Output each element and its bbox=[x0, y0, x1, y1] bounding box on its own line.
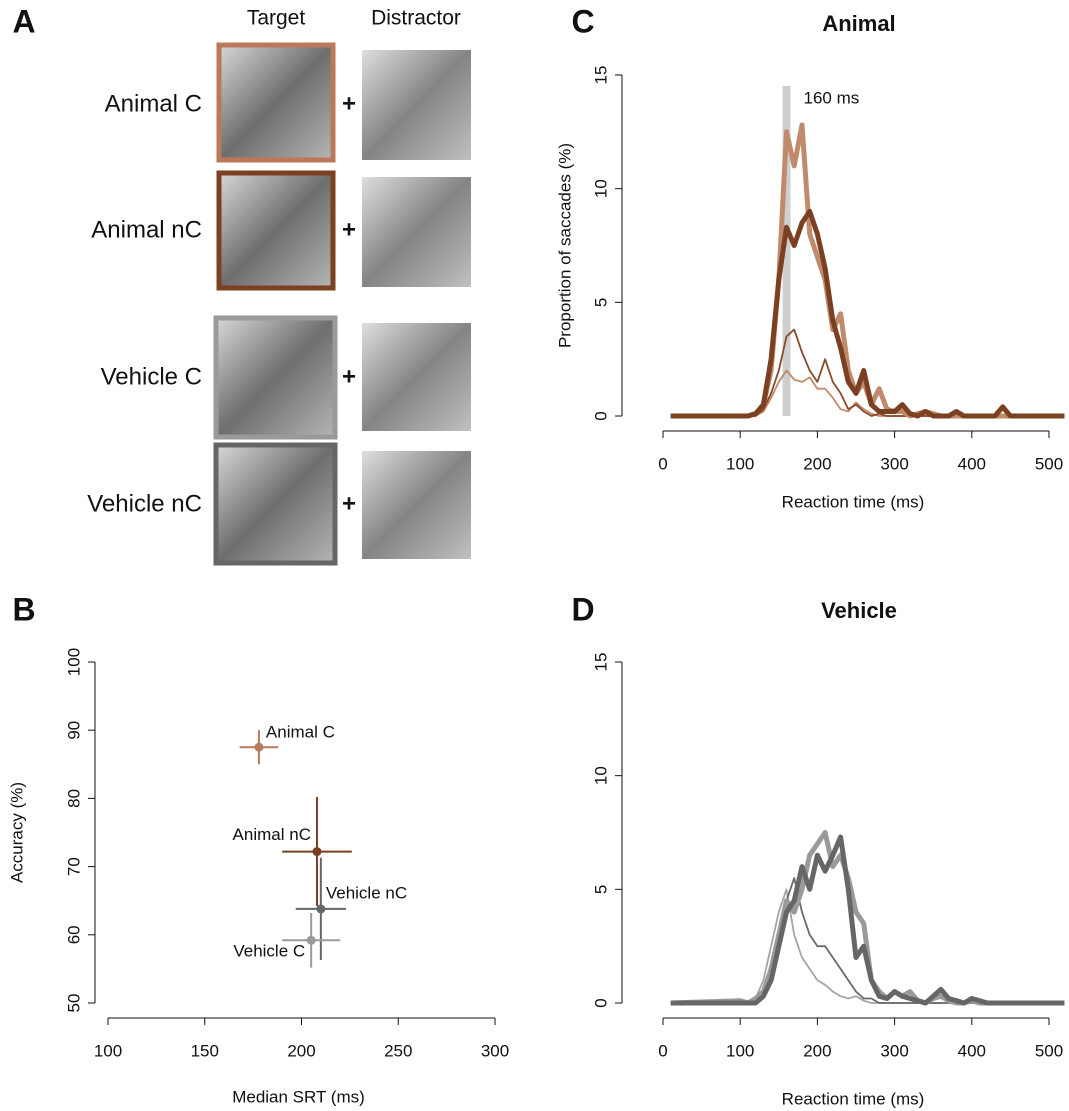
x-tick-label: 100 bbox=[726, 1041, 754, 1060]
x-tick-label: 200 bbox=[803, 454, 831, 473]
y-tick-label: 5 bbox=[591, 298, 610, 307]
y-tick-label: 80 bbox=[64, 789, 83, 808]
y-tick-label: 15 bbox=[591, 653, 610, 672]
x-tick-label: 100 bbox=[94, 1041, 122, 1060]
series-line bbox=[670, 122, 1065, 419]
y-tick-label: 60 bbox=[64, 925, 83, 944]
x-tick-label: 500 bbox=[1035, 454, 1063, 473]
x-tick-label: 150 bbox=[191, 1041, 219, 1060]
panel-label: D bbox=[571, 591, 594, 627]
x-axis-label: Reaction time (ms) bbox=[782, 1089, 925, 1108]
x-tick-label: 300 bbox=[481, 1041, 509, 1060]
panel-label: C bbox=[571, 3, 594, 39]
point bbox=[312, 847, 322, 857]
series-line bbox=[670, 208, 1065, 419]
target-image bbox=[216, 42, 336, 163]
column-header: Target bbox=[247, 7, 306, 30]
y-tick-label: 90 bbox=[64, 721, 83, 740]
chart-title: Animal bbox=[822, 11, 895, 36]
plus-sign: + bbox=[342, 490, 356, 517]
target-image bbox=[216, 170, 336, 291]
x-tick-label: 500 bbox=[1035, 1041, 1063, 1060]
target-image bbox=[213, 315, 338, 440]
x-tick-label: 200 bbox=[803, 1041, 831, 1060]
y-tick-label: 50 bbox=[64, 994, 83, 1013]
y-tick-label: 100 bbox=[64, 648, 83, 676]
y-axis-label: Accuracy (%) bbox=[7, 782, 26, 883]
point bbox=[316, 904, 326, 914]
x-tick-label: 250 bbox=[384, 1041, 412, 1060]
chart-title: Vehicle bbox=[821, 598, 897, 623]
y-tick-label: 10 bbox=[591, 766, 610, 785]
point-label: Animal C bbox=[266, 723, 335, 742]
series-line bbox=[670, 830, 1065, 1006]
y-tick-label: 70 bbox=[64, 857, 83, 876]
reference-label: 160 ms bbox=[804, 88, 860, 107]
plus-sign: + bbox=[342, 363, 356, 390]
target-image bbox=[213, 442, 338, 566]
series-line bbox=[670, 834, 1065, 1006]
condition-label: Animal C bbox=[105, 90, 202, 117]
plus-sign: + bbox=[342, 216, 356, 243]
x-tick-label: 400 bbox=[958, 1041, 986, 1060]
panel-label: A bbox=[12, 3, 35, 39]
distractor-image bbox=[362, 177, 471, 287]
point-label: Animal nC bbox=[233, 825, 311, 844]
x-tick-label: 300 bbox=[880, 454, 908, 473]
reference-band bbox=[782, 86, 791, 416]
plus-sign: + bbox=[342, 90, 356, 117]
distractor-image bbox=[362, 451, 471, 559]
distractor-image bbox=[362, 50, 471, 160]
x-tick-label: 400 bbox=[958, 454, 986, 473]
x-axis-label: Median SRT (ms) bbox=[232, 1087, 365, 1106]
y-tick-label: 10 bbox=[591, 179, 610, 198]
y-tick-label: 15 bbox=[591, 66, 610, 85]
point-label: Vehicle nC bbox=[326, 883, 407, 902]
y-tick-label: 5 bbox=[591, 885, 610, 894]
x-tick-label: 0 bbox=[658, 454, 667, 473]
point-label: Vehicle C bbox=[233, 942, 305, 961]
y-axis-label: Proportion of saccades (%) bbox=[555, 143, 574, 348]
distractor-image bbox=[362, 323, 471, 431]
y-tick-label: 0 bbox=[591, 411, 610, 420]
series-line bbox=[670, 328, 1065, 417]
panel-label: B bbox=[12, 591, 35, 627]
point bbox=[254, 742, 264, 752]
x-tick-label: 100 bbox=[726, 454, 754, 473]
x-tick-label: 300 bbox=[880, 1041, 908, 1060]
condition-label: Animal nC bbox=[91, 216, 202, 243]
x-tick-label: 0 bbox=[658, 1041, 667, 1060]
y-tick-label: 0 bbox=[591, 998, 610, 1007]
condition-label: Vehicle C bbox=[101, 363, 202, 390]
point bbox=[306, 935, 316, 945]
column-header: Distractor bbox=[371, 7, 461, 30]
condition-label: Vehicle nC bbox=[87, 490, 202, 517]
x-tick-label: 200 bbox=[287, 1041, 315, 1060]
x-axis-label: Reaction time (ms) bbox=[782, 492, 925, 511]
